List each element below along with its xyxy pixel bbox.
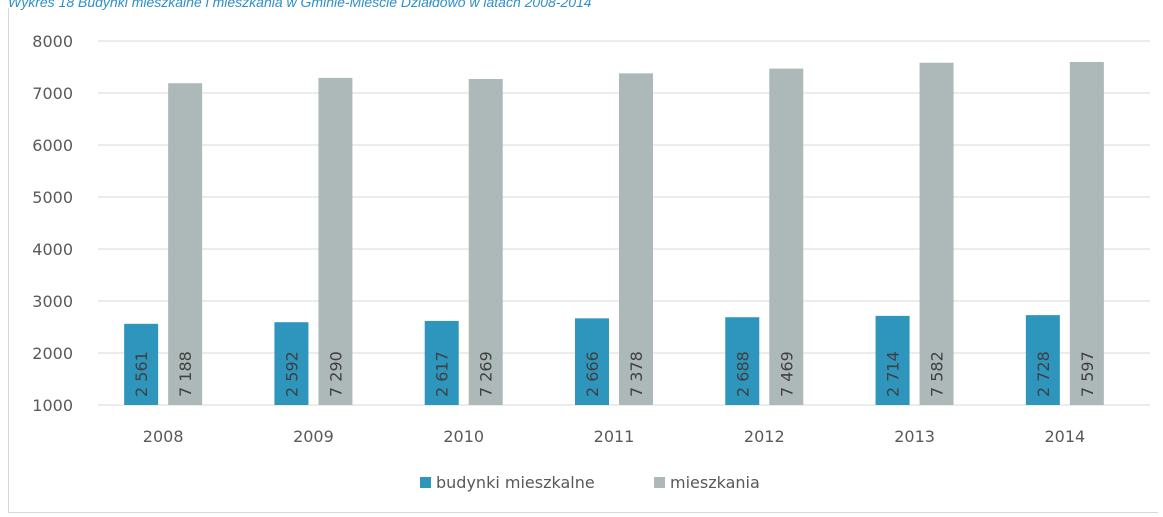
bar-budynki-mieszkalne [575,318,609,405]
legend-label: budynki mieszkalne [436,473,595,492]
y-tick-label: 6000 [32,136,73,155]
bar-budynki-mieszkalne [274,322,309,405]
y-tick-label: 8000 [32,32,73,51]
legend-swatch [654,477,665,488]
y-tick-label: 1000 [32,396,73,415]
data-label: 7 597 [1078,351,1097,397]
bar-budynki-mieszkalne [1025,315,1060,405]
data-label: 7 582 [928,351,947,397]
y-tick-label: 4000 [32,240,73,259]
chart-frame [8,8,1158,513]
bar-budynki-mieszkalne [124,323,159,405]
x-tick-label: 2010 [443,427,484,446]
y-tick-label: 3000 [32,292,73,311]
bar-mieszkania [318,77,353,406]
data-label: 7 188 [176,351,195,397]
bar-budynki-mieszkalne [424,320,459,405]
legend-label: mieszkania [670,473,760,492]
data-label: 2 714 [884,351,903,397]
x-tick-label: 2011 [594,427,635,446]
data-label: 7 269 [477,351,496,397]
x-tick-label: 2008 [143,427,184,446]
data-label: 2 561 [132,351,151,397]
x-tick-label: 2014 [1044,427,1085,446]
bar-mieszkania [919,62,954,406]
data-label: 7 378 [627,351,646,397]
bar-mieszkania [619,73,653,406]
data-label: 2 728 [1034,351,1053,397]
x-tick-label: 2013 [894,427,935,446]
data-label: 7 469 [777,351,796,397]
chart-caption: Wykres 18 Budynki mieszkalne i mieszkani… [8,0,592,10]
bar-mieszkania [168,83,203,405]
data-label: 2 666 [583,351,602,397]
bar-mieszkania [468,79,503,406]
bar-mieszkania [1069,61,1104,406]
x-tick-label: 2009 [293,427,334,446]
data-label: 2 688 [733,351,752,397]
bar-mieszkania [769,68,804,405]
bar-budynki-mieszkalne [725,317,760,405]
x-tick-label: 2012 [744,427,785,446]
y-tick-label: 5000 [32,188,73,207]
data-label: 7 290 [326,351,345,397]
data-label: 2 592 [282,351,301,397]
data-label: 2 617 [433,351,452,397]
y-tick-label: 7000 [32,84,73,103]
bar-budynki-mieszkalne [875,315,910,405]
legend-swatch [420,477,431,488]
y-tick-label: 2000 [32,344,73,363]
